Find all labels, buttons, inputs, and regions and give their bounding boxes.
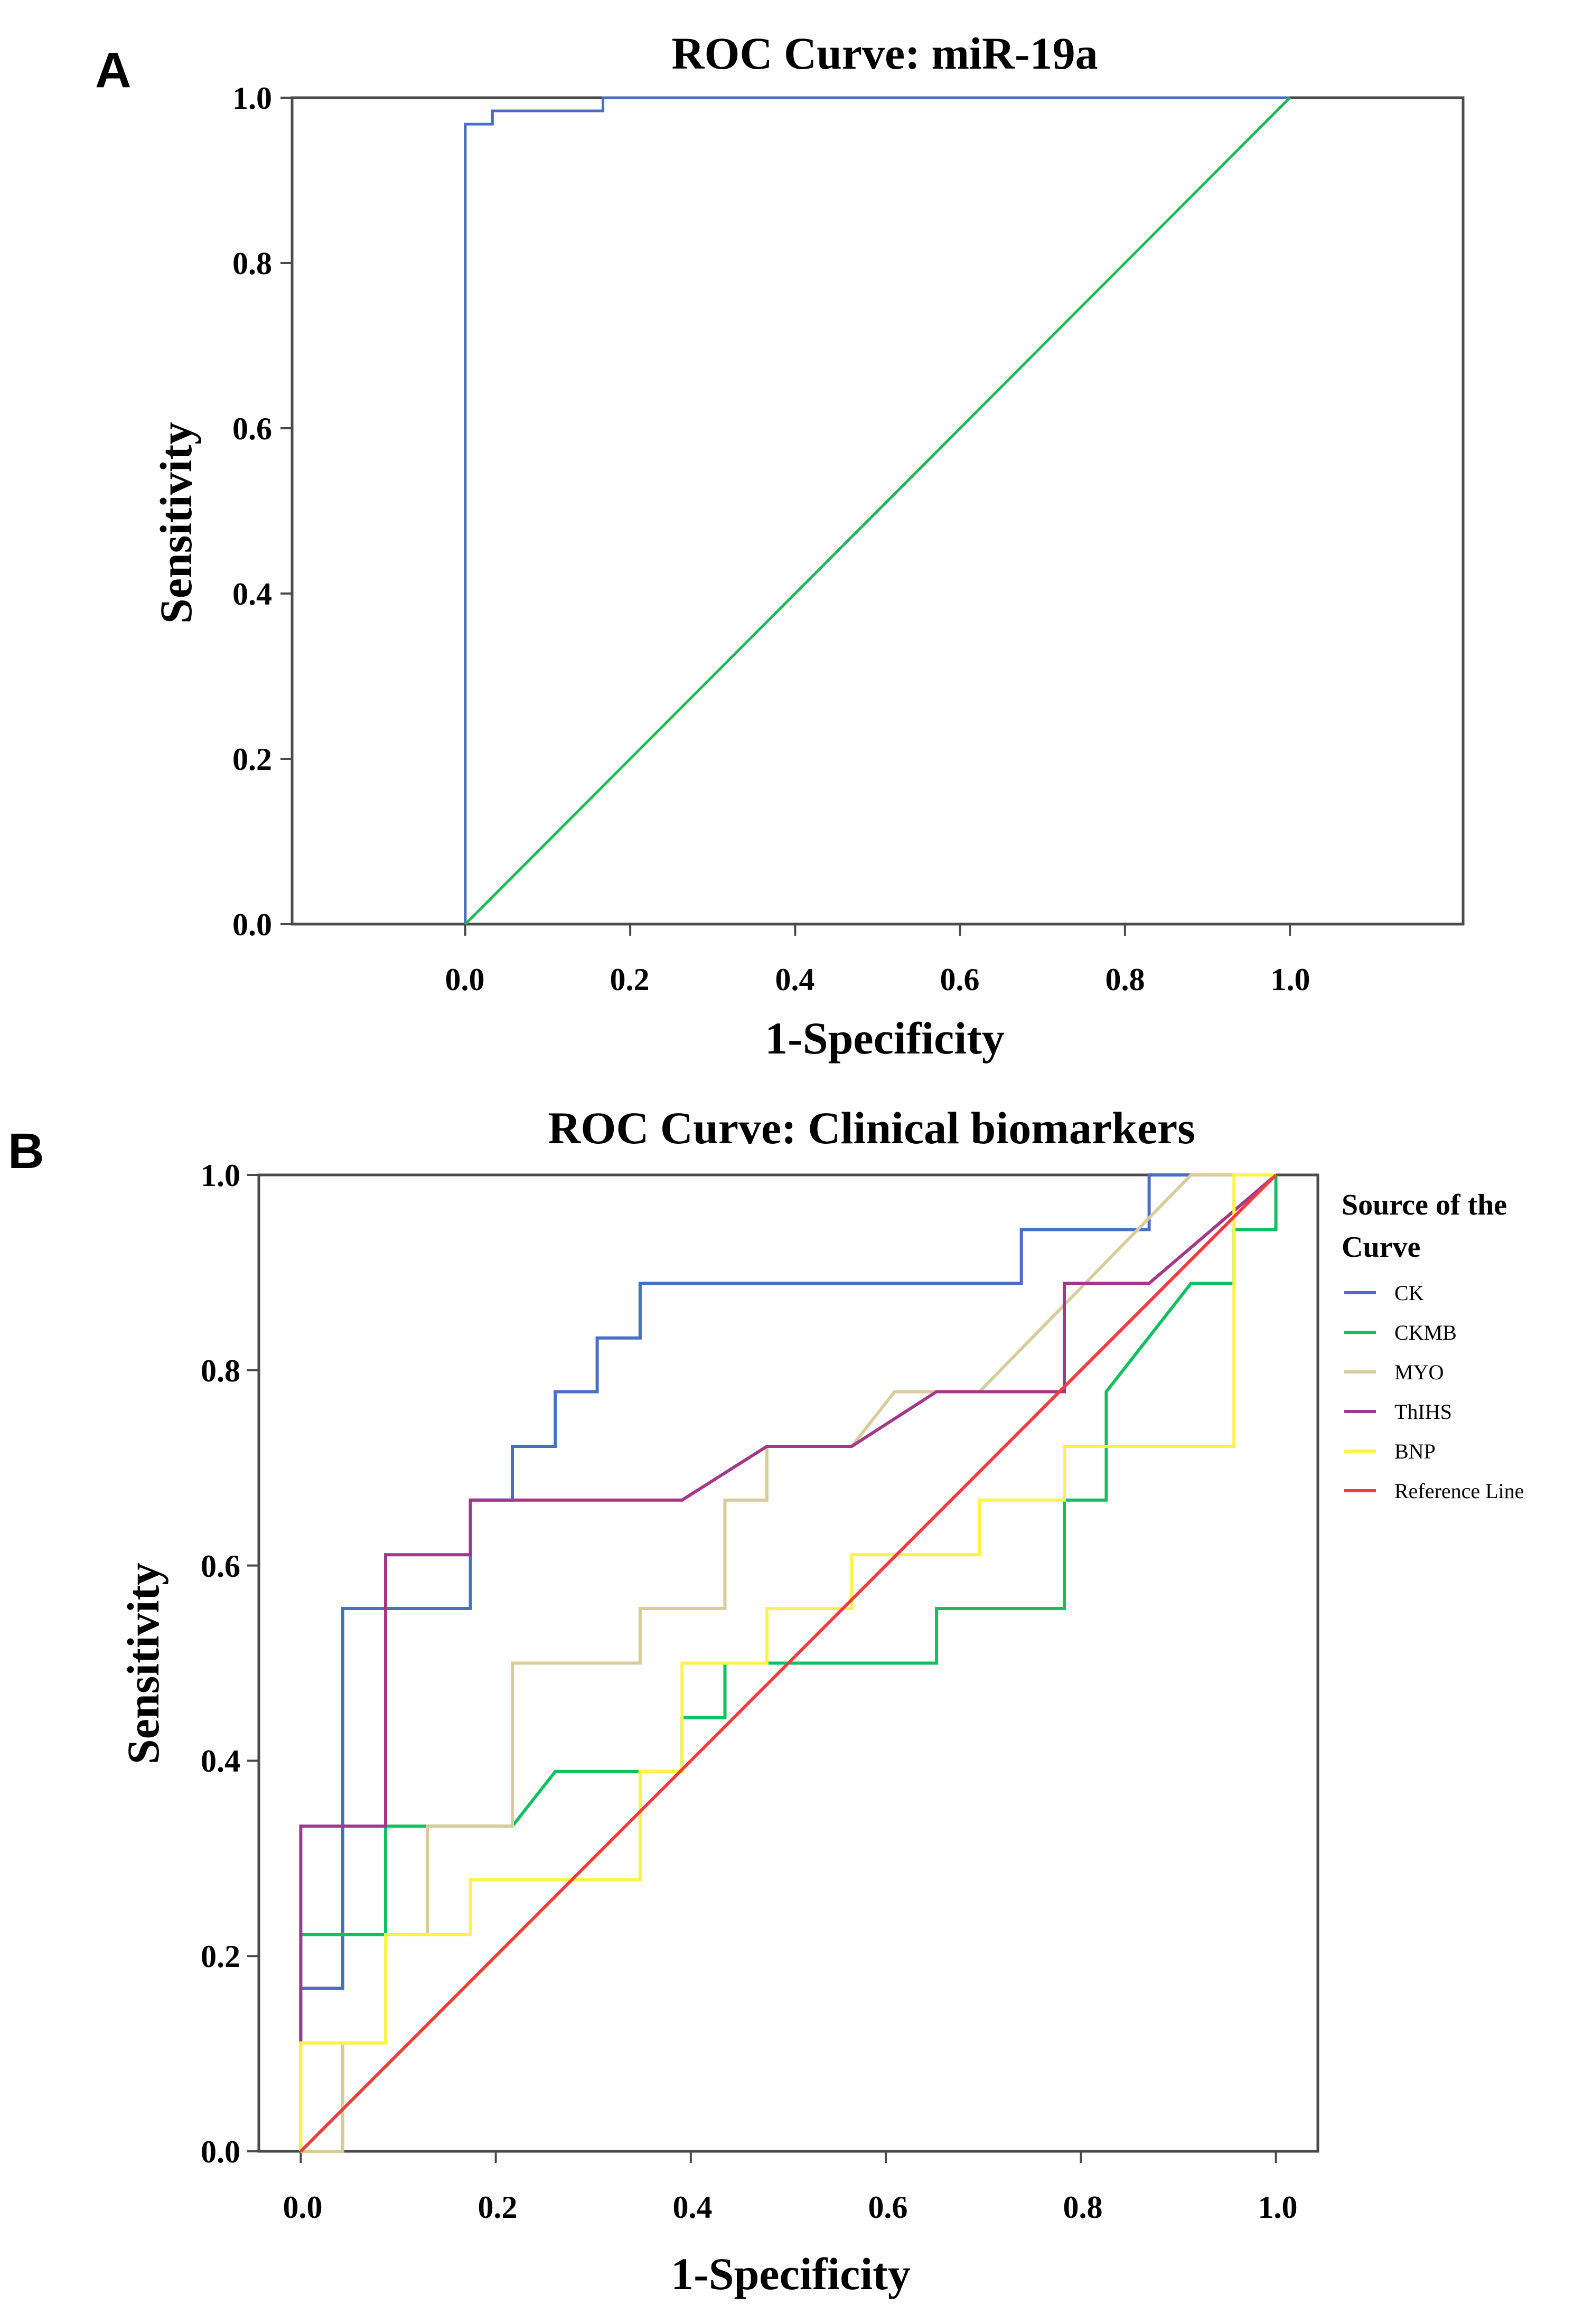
panel-b-ylabel: Sensitivity [118,1563,168,1764]
panel-b-ytick-5: 1.0 [201,1158,240,1193]
panel-a-xtick-4: 0.8 [1106,962,1145,997]
legend-title-line-2: Curve [1342,1231,1420,1264]
panel-b-curve-bnp [299,1173,1276,2151]
panel-a-xtick-1: 0.2 [610,962,650,997]
legend-label-bnp: BNP [1394,1439,1436,1463]
panel-a-xlabel: 1-Specificity [765,1013,1005,1064]
legend-label-thihs: ThIHS [1394,1400,1452,1424]
panel-a-ylabel: Sensitivity [151,422,201,624]
legend-label-ck: CK [1394,1281,1424,1305]
panel-b-ytick-0: 0.0 [201,2134,240,2169]
legend-label-ckmb: CKMB [1394,1321,1457,1344]
panel-b-xtick-1: 0.2 [478,2190,518,2225]
panel-a-letter: A [95,42,132,98]
panel-a-curve-series-0 [464,96,1290,924]
panel-a-ytick-2: 0.4 [232,577,272,611]
panel-a-series [464,96,1291,925]
panel-b-title: ROC Curve: Clinical biomarkers [548,1103,1195,1153]
panel-b-ticks [247,1174,1277,2163]
panel-b-legend: Source of the Curve CK CKMB MYO ThIHS BNP Ref… [1342,1189,1524,1503]
panel-a-ytick-4: 0.8 [232,246,272,281]
panel-b-curve-ck [299,1173,1276,2151]
panel-b: B ROC Curve: Clinical biomarkers 0.0 0.2… [8,1103,1524,2299]
panel-b-curve-reference-line [299,1173,1277,2153]
panel-a-ytick-0: 0.0 [232,907,272,942]
panel-a-ytick-1: 0.2 [232,742,272,777]
panel-b-ytick-1: 0.2 [201,1939,240,1974]
panel-b-xtick-2: 0.4 [673,2190,713,2225]
legend-label-myo: MYO [1394,1360,1444,1384]
panel-b-series [299,1173,1278,2153]
legend-label-reference-line: Reference Line [1394,1479,1524,1503]
panel-b-xtick-4: 0.8 [1063,2190,1103,2225]
panel-b-ytick-3: 0.6 [201,1549,240,1584]
panel-b-xtick-3: 0.6 [868,2190,908,2225]
panel-b-ytick-4: 0.8 [201,1353,240,1388]
panel-b-curve-thihs [299,1173,1277,2043]
panel-b-plot-frame [257,1173,1319,2153]
legend-title: Source of the Curve [1342,1189,1514,1264]
panel-b-letter: B [8,1123,44,1179]
legend-title-line-1: Source of the [1342,1189,1507,1221]
panel-a-xtick-2: 0.4 [775,962,815,997]
panel-b-xlabel: 1-Specificity [671,2248,911,2299]
panel-b-ytick-2: 0.4 [201,1744,240,1779]
panel-a-xtick-0: 0.0 [445,962,485,997]
panel-b-xtick-5: 1.0 [1258,2190,1298,2225]
panel-a-xtick-5: 1.0 [1271,962,1310,997]
legend-items: CK CKMB MYO ThIHS BNP Reference Line [1344,1281,1524,1503]
panel-a-title: ROC Curve: miR-19a [671,28,1098,79]
panel-a-xtick-3: 0.6 [940,962,980,997]
panel-a: A ROC Curve: miR-19a 0.0 0.2 0.4 0.6 0.8… [95,28,1465,1064]
panel-b-xtick-0: 0.0 [283,2190,323,2225]
panel-a-ticks [280,97,1291,936]
panel-a-ytick-5: 1.0 [232,81,272,116]
panel-a-curve-series-1 [464,97,1291,925]
panel-a-ytick-3: 0.6 [232,411,272,446]
